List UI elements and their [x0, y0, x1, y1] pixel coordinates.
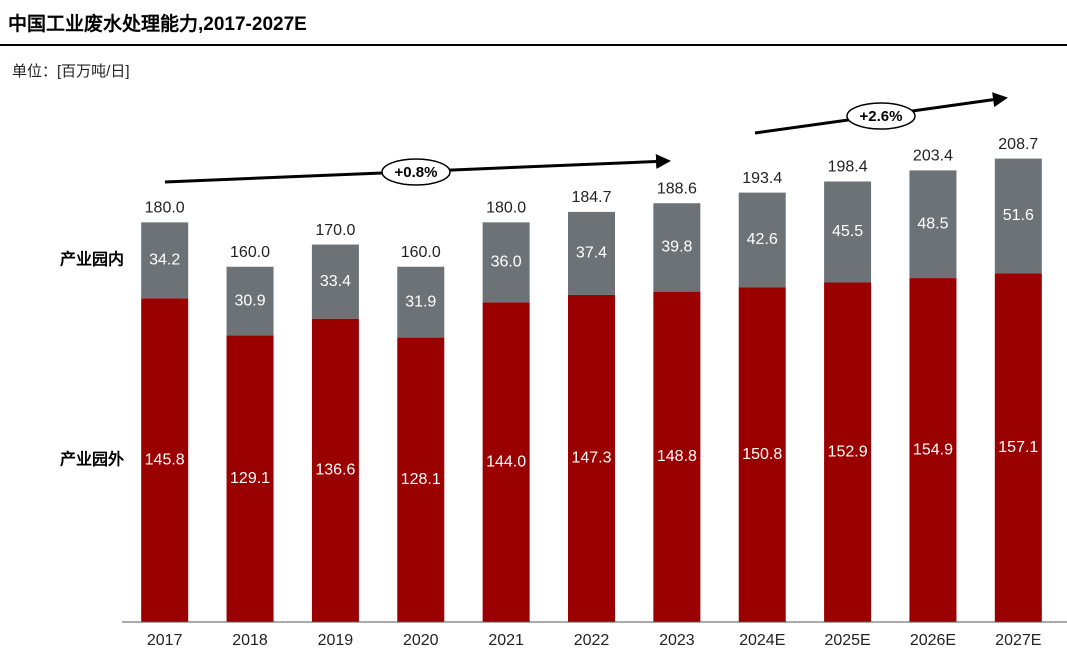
value-label: 129.1: [230, 470, 270, 487]
value-label: 128.1: [401, 471, 441, 488]
bar-segment: [568, 211, 615, 295]
value-label: 30.9: [234, 292, 265, 309]
unit-label: 单位：[百万吨/日]: [12, 63, 130, 80]
bar-segment: [482, 302, 530, 622]
bar-segment: [653, 291, 701, 622]
x-tick-label: 2019: [318, 632, 354, 649]
x-tick-label: 2022: [574, 632, 610, 649]
total-label: 188.6: [657, 180, 697, 197]
total-label: 180.0: [486, 200, 526, 217]
chart-title: 中国工业废水处理能力,2017-2027E: [8, 12, 307, 35]
x-tick-label: 2023: [659, 632, 695, 649]
bar-segment: [397, 337, 445, 622]
value-label: 34.2: [149, 252, 180, 269]
total-label: 184.7: [571, 189, 611, 206]
value-label: 33.4: [320, 273, 351, 290]
bar-segment: [482, 222, 530, 303]
x-tick-label: 2024E: [739, 632, 785, 649]
annotation: +2.6%: [860, 108, 903, 125]
value-label: 39.8: [661, 239, 692, 256]
bar-segment: [653, 203, 701, 292]
legend-label: 产业园外: [60, 449, 124, 468]
bar-segment: [311, 244, 359, 319]
bar-segment: [994, 273, 1042, 622]
x-tick-label: 2018: [232, 632, 268, 649]
total-label: 160.0: [401, 244, 441, 261]
x-tick-label: 2027E: [995, 632, 1041, 649]
total-label: 193.4: [742, 170, 782, 187]
value-label: 145.8: [145, 451, 185, 468]
value-label: 154.9: [913, 441, 953, 458]
value-label: 157.1: [998, 439, 1038, 456]
bar-segment: [226, 335, 274, 622]
total-label: 203.4: [913, 148, 953, 165]
value-label: 48.5: [917, 215, 948, 232]
bar-segment: [909, 170, 957, 279]
bar-segment: [226, 266, 274, 336]
total-label: 160.0: [230, 244, 270, 261]
total-label: 198.4: [828, 159, 868, 176]
legend-label: 产业园内: [60, 250, 124, 269]
value-label: 31.9: [405, 293, 436, 310]
bar-segment: [141, 298, 189, 622]
total-label: 180.0: [145, 200, 185, 217]
bar-segment: [738, 192, 786, 288]
bar-segment: [568, 294, 615, 622]
value-label: 147.3: [571, 450, 611, 467]
value-label: 152.9: [828, 443, 868, 460]
value-label: 45.5: [832, 223, 863, 240]
bar-segment: [994, 158, 1042, 274]
value-label: 150.8: [742, 446, 782, 463]
x-tick-label: 2026E: [910, 632, 956, 649]
bar-segment: [909, 278, 957, 622]
value-label: 37.4: [576, 245, 607, 262]
bar-segment: [141, 222, 189, 299]
value-label: 136.6: [315, 462, 355, 479]
value-label: 36.0: [491, 254, 522, 271]
bar-segment: [738, 287, 786, 622]
x-tick-label: 2017: [147, 632, 183, 649]
annotation: +0.8%: [395, 164, 438, 181]
x-tick-label: 2025E: [824, 632, 870, 649]
annotation-bubble: [381, 158, 451, 186]
bar-segment: [311, 318, 359, 622]
total-label: 208.7: [998, 136, 1038, 153]
value-label: 144.0: [486, 453, 526, 470]
value-label: 51.6: [1003, 207, 1034, 224]
bar-segment: [397, 266, 445, 338]
bar-segment: [824, 181, 872, 283]
x-tick-label: 2021: [488, 632, 524, 649]
value-label: 148.8: [657, 448, 697, 465]
total-label: 170.0: [315, 222, 355, 239]
annotation-bubble: [846, 102, 916, 130]
bar-segment: [824, 282, 872, 622]
value-label: 42.6: [747, 231, 778, 248]
x-tick-label: 2020: [403, 632, 439, 649]
